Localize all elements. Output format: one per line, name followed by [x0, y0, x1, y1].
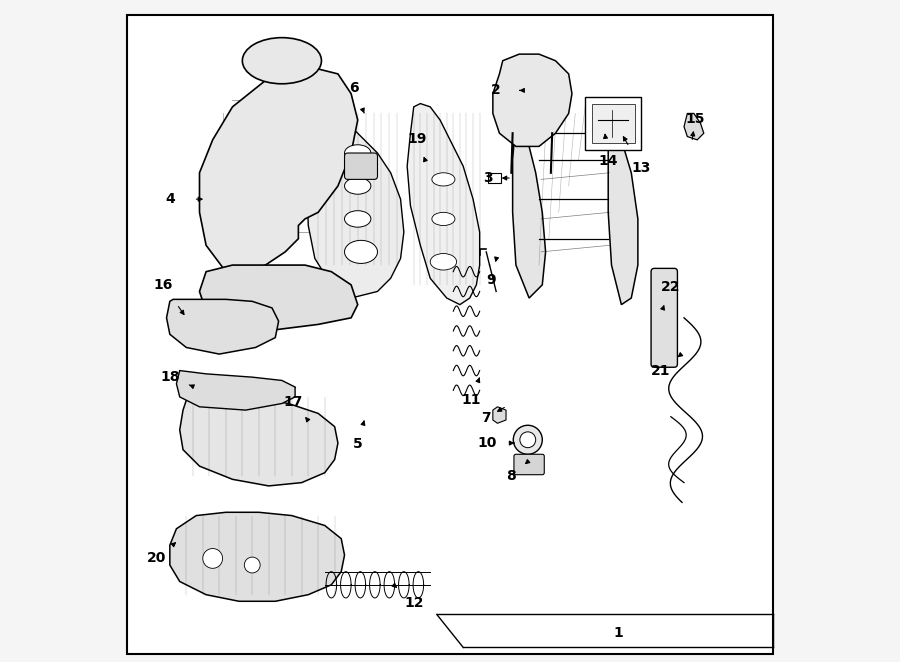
Polygon shape [166, 299, 279, 354]
Text: 2: 2 [491, 83, 501, 97]
Polygon shape [513, 120, 545, 298]
Ellipse shape [432, 173, 454, 186]
FancyBboxPatch shape [488, 173, 500, 183]
FancyBboxPatch shape [345, 153, 377, 179]
Text: 11: 11 [462, 393, 481, 407]
Ellipse shape [345, 177, 371, 194]
Polygon shape [407, 103, 480, 305]
Text: 3: 3 [483, 171, 493, 185]
Circle shape [244, 557, 260, 573]
Ellipse shape [345, 240, 377, 263]
Text: 16: 16 [154, 278, 173, 292]
Text: 17: 17 [284, 395, 302, 409]
Polygon shape [307, 107, 404, 298]
Text: 6: 6 [349, 81, 359, 95]
Polygon shape [200, 68, 357, 271]
Polygon shape [200, 265, 357, 331]
FancyBboxPatch shape [585, 97, 641, 150]
Text: 22: 22 [661, 280, 680, 294]
Text: 13: 13 [632, 160, 651, 175]
Text: 8: 8 [506, 469, 516, 483]
Circle shape [513, 425, 543, 454]
Text: 12: 12 [404, 596, 424, 610]
Text: 10: 10 [478, 436, 498, 450]
Text: 21: 21 [652, 363, 670, 377]
Text: 5: 5 [353, 438, 363, 451]
FancyBboxPatch shape [514, 454, 544, 475]
Ellipse shape [345, 211, 371, 227]
Text: 9: 9 [487, 273, 496, 287]
FancyBboxPatch shape [127, 15, 773, 654]
Ellipse shape [432, 213, 454, 226]
Polygon shape [608, 107, 638, 305]
FancyBboxPatch shape [591, 103, 634, 143]
Polygon shape [684, 113, 704, 140]
Text: 15: 15 [686, 112, 705, 126]
Polygon shape [176, 371, 295, 410]
Text: 7: 7 [482, 411, 491, 425]
Circle shape [202, 549, 222, 568]
Polygon shape [170, 512, 345, 601]
Polygon shape [493, 407, 506, 423]
Ellipse shape [430, 254, 456, 270]
Circle shape [520, 432, 536, 448]
Text: 20: 20 [147, 551, 166, 565]
Polygon shape [493, 54, 572, 146]
Text: 4: 4 [165, 192, 175, 206]
FancyBboxPatch shape [651, 268, 678, 367]
Text: 1: 1 [613, 626, 623, 640]
Polygon shape [180, 391, 338, 486]
Text: 14: 14 [598, 154, 618, 168]
Text: 19: 19 [408, 132, 427, 146]
Text: 18: 18 [160, 370, 180, 384]
Ellipse shape [242, 38, 321, 84]
Ellipse shape [345, 145, 371, 162]
